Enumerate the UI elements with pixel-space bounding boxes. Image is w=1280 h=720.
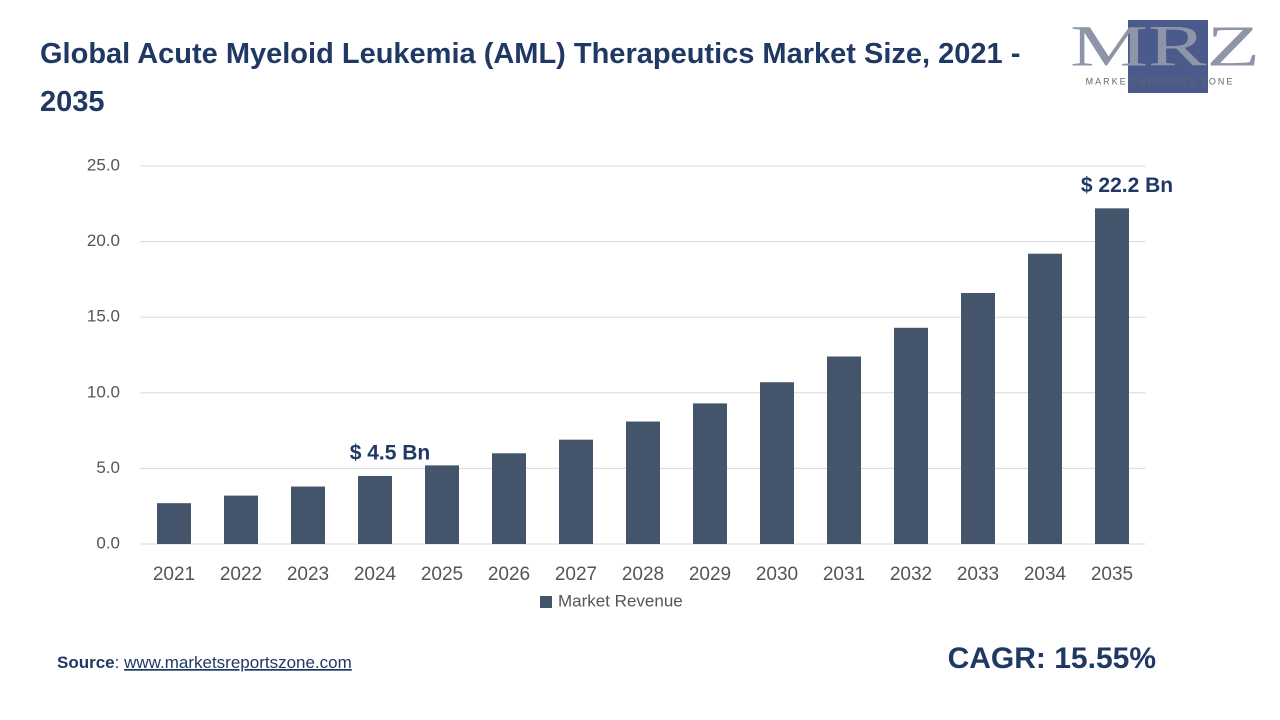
- bar: [291, 486, 325, 544]
- legend-label: Market Revenue: [558, 591, 683, 610]
- x-tick-label: 2032: [890, 564, 932, 585]
- data-label: $ 22.2 Bn: [1081, 174, 1173, 197]
- x-tick-label: 2035: [1091, 564, 1133, 585]
- legend-swatch: [540, 596, 552, 608]
- bar: [961, 293, 995, 544]
- x-tick-label: 2026: [488, 564, 530, 585]
- y-tick-label: 25.0: [87, 155, 120, 174]
- data-label: $ 4.5 Bn: [350, 442, 431, 465]
- x-tick-label: 2034: [1024, 564, 1067, 585]
- bar: [224, 495, 258, 544]
- source: Source: www.marketsreportszone.com: [57, 653, 352, 672]
- x-tick-label: 2028: [622, 564, 664, 585]
- bar: [1028, 253, 1062, 545]
- bar: [1095, 208, 1129, 544]
- source-separator: :: [115, 653, 124, 672]
- y-tick-label: 20.0: [87, 231, 120, 250]
- x-tick-label: 2021: [153, 564, 195, 585]
- x-tick-label: 2024: [354, 564, 397, 585]
- bar: [492, 453, 526, 544]
- x-tick-label: 2033: [957, 564, 999, 585]
- source-label: Source: [57, 653, 115, 672]
- bar: [157, 503, 191, 544]
- bar: [358, 475, 392, 544]
- x-tick-label: 2031: [823, 564, 865, 585]
- y-tick-label: 5.0: [96, 458, 120, 477]
- y-tick-label: 10.0: [87, 382, 120, 401]
- bar: [827, 356, 861, 544]
- y-tick-label: 0.0: [96, 533, 120, 552]
- x-tick-label: 2030: [756, 564, 798, 585]
- bar: [894, 327, 928, 544]
- x-tick-label: 2023: [287, 564, 329, 585]
- cagr: CAGR: 15.55%: [948, 642, 1156, 675]
- bar: [626, 421, 660, 544]
- logo-tagline: MARKET REPORTS ZONE: [1086, 76, 1235, 86]
- title-box: Global Acute Myeloid Leukemia (AML) Ther…: [40, 38, 1021, 118]
- x-tick-label: 2022: [220, 564, 262, 585]
- x-tick-label: 2025: [421, 564, 463, 585]
- logo-letters: MRZ: [1070, 13, 1260, 78]
- chart-title: Global Acute Myeloid Leukemia (AML) Ther…: [40, 38, 1021, 118]
- x-tick-label: 2029: [689, 564, 731, 585]
- source-url[interactable]: www.marketsreportszone.com: [123, 653, 352, 672]
- bar: [559, 439, 593, 544]
- y-tick-label: 15.0: [87, 307, 120, 326]
- bar: [425, 465, 459, 544]
- logo-box: [1128, 20, 1208, 93]
- x-tick-label: 2027: [555, 564, 597, 585]
- bar: [693, 403, 727, 544]
- bar: [760, 382, 794, 544]
